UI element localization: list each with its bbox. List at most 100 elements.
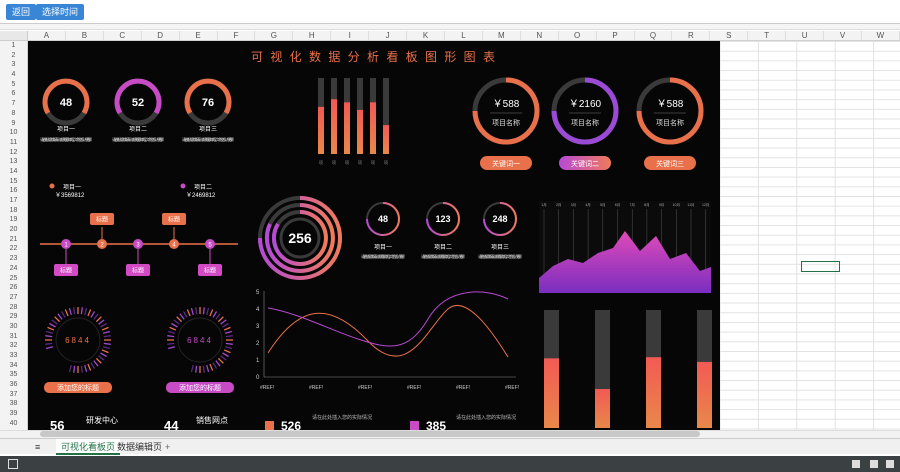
area-x-tick: 7月: [629, 202, 634, 207]
col-header-B[interactable]: B: [66, 31, 104, 40]
row-header-2[interactable]: 2: [11, 51, 16, 59]
dial-2-label-pill[interactable]: [166, 382, 234, 393]
row-header-26[interactable]: 26: [9, 284, 18, 292]
row-headers: 1 2 3 4 5 6 7 8 9 10 11 12 13 14 15 16 17 18 19 20 21 22 23 24 2…: [0, 41, 28, 430]
keyword-pill-3[interactable]: [644, 156, 696, 170]
col-header-P[interactable]: P: [597, 31, 635, 40]
row-header-18[interactable]: 18: [9, 206, 18, 214]
row-header-27[interactable]: 27: [9, 293, 18, 301]
keyword-pill-1[interactable]: [480, 156, 532, 170]
row-header-31[interactable]: 31: [9, 332, 18, 340]
row-header-34[interactable]: 34: [9, 361, 18, 369]
row-header-5[interactable]: 5: [11, 80, 16, 88]
thin-bar-label: 项: [345, 159, 349, 165]
row-header-38[interactable]: 38: [9, 400, 18, 408]
scrollbar-thumb[interactable]: [40, 431, 700, 437]
price-ring-2-value: ￥2160: [569, 99, 602, 110]
row-header-40[interactable]: 40: [9, 419, 18, 427]
area-x-tick: 5月: [600, 202, 605, 207]
col-header-I[interactable]: I: [331, 31, 370, 40]
col-header-V[interactable]: V: [824, 31, 862, 40]
col-header-A[interactable]: A: [28, 31, 66, 40]
row-header-9[interactable]: 9: [11, 119, 16, 127]
col-header-O[interactable]: O: [559, 31, 597, 40]
row-header-4[interactable]: 4: [11, 71, 16, 79]
row-header-39[interactable]: 39: [9, 410, 18, 418]
row-header-1[interactable]: 1: [11, 42, 16, 49]
small-rings: 48 项目一请在此处插入您的实际情况，输入您的标题文本内容，文字不宜太多，方便理解…: [361, 202, 522, 259]
row-header-6[interactable]: 6: [11, 90, 16, 98]
row-header-15[interactable]: 15: [9, 177, 18, 185]
row-header-23[interactable]: 23: [9, 255, 18, 263]
back-button[interactable]: 返回: [6, 4, 37, 20]
row-header-19[interactable]: 19: [9, 216, 18, 224]
row-header-13[interactable]: 13: [9, 158, 18, 166]
col-header-K[interactable]: K: [407, 31, 445, 40]
row-header-10[interactable]: 10: [9, 129, 18, 137]
price-ring-2: [551, 77, 619, 145]
formula-bar[interactable]: [0, 24, 900, 30]
col-header-R[interactable]: R: [672, 31, 711, 40]
col-header-D[interactable]: D: [142, 31, 180, 40]
keyword-pill-2[interactable]: [559, 156, 611, 170]
row-header-3[interactable]: 3: [11, 61, 16, 69]
col-header-F[interactable]: F: [218, 31, 256, 40]
col-header-E[interactable]: E: [180, 31, 218, 40]
timeline-node-label: 1: [64, 243, 68, 249]
col-header-U[interactable]: U: [786, 31, 825, 40]
row-header-11[interactable]: 11: [9, 138, 18, 146]
select-all-corner[interactable]: [0, 31, 28, 41]
col-header-S[interactable]: S: [710, 31, 749, 40]
tab-scroll-icon[interactable]: ≡: [35, 442, 41, 452]
small-ring-2-value: 123: [435, 214, 450, 224]
row-header-35[interactable]: 35: [9, 371, 18, 379]
row-header-20[interactable]: 20: [9, 226, 18, 234]
tray-icon-3[interactable]: [886, 460, 894, 468]
gauge-3-label: 项目三: [199, 126, 217, 133]
col-header-H[interactable]: H: [293, 31, 332, 40]
row-header-12[interactable]: 12: [9, 148, 18, 156]
add-sheet-icon[interactable]: +: [165, 442, 171, 452]
thin-bar-fill: [344, 102, 350, 154]
col-header-C[interactable]: C: [104, 31, 142, 40]
timeline-node-1: [61, 239, 71, 249]
row-header-37[interactable]: 37: [9, 390, 18, 398]
selected-cell-v22[interactable]: [801, 261, 840, 272]
start-icon[interactable]: [8, 459, 18, 469]
row-header-7[interactable]: 7: [11, 100, 16, 108]
empty-cells[interactable]: [720, 41, 900, 430]
area-x-tick: 2月: [556, 202, 561, 207]
dial-1-label-pill[interactable]: [44, 382, 112, 393]
col-header-W[interactable]: W: [862, 31, 900, 40]
tray-icon[interactable]: [852, 460, 860, 468]
gauge-2-label: 项目二: [129, 126, 147, 133]
dashboard-canvas: 可 视 化 数 据 分 析 看 板 图 形 图 表 48 项目一 52 项目二 …: [28, 41, 720, 430]
col-header-T[interactable]: T: [748, 31, 787, 40]
tab-dashboard[interactable]: 可视化看板页: [56, 439, 121, 455]
col-header-N[interactable]: N: [521, 31, 559, 40]
select-time-button[interactable]: 选择时间: [36, 4, 85, 20]
col-header-J[interactable]: J: [369, 31, 408, 40]
timeline-tag-label: 标题: [60, 267, 72, 275]
row-header-28[interactable]: 28: [9, 303, 18, 311]
row-header-8[interactable]: 8: [11, 109, 16, 117]
row-header-14[interactable]: 14: [9, 167, 18, 175]
timeline-node-label: 3: [136, 243, 140, 249]
col-header-L[interactable]: L: [445, 31, 483, 40]
row-header-21[interactable]: 21: [9, 235, 18, 243]
row-header-29[interactable]: 29: [9, 313, 18, 321]
tray-icon-2[interactable]: [870, 460, 878, 468]
row-header-36[interactable]: 36: [9, 381, 18, 389]
row-header-25[interactable]: 25: [9, 274, 18, 282]
row-header-17[interactable]: 17: [9, 197, 18, 204]
row-header-22[interactable]: 22: [9, 245, 18, 253]
col-header-M[interactable]: M: [483, 31, 521, 40]
row-header-30[interactable]: 30: [9, 322, 18, 330]
row-header-33[interactable]: 33: [9, 352, 18, 359]
row-header-32[interactable]: 32: [9, 342, 18, 350]
row-header-16[interactable]: 16: [9, 187, 18, 195]
col-header-G[interactable]: G: [255, 31, 294, 40]
tab-data-edit[interactable]: 数据编辑页: [117, 442, 163, 452]
col-header-Q[interactable]: Q: [635, 31, 673, 40]
row-header-24[interactable]: 24: [9, 264, 18, 272]
